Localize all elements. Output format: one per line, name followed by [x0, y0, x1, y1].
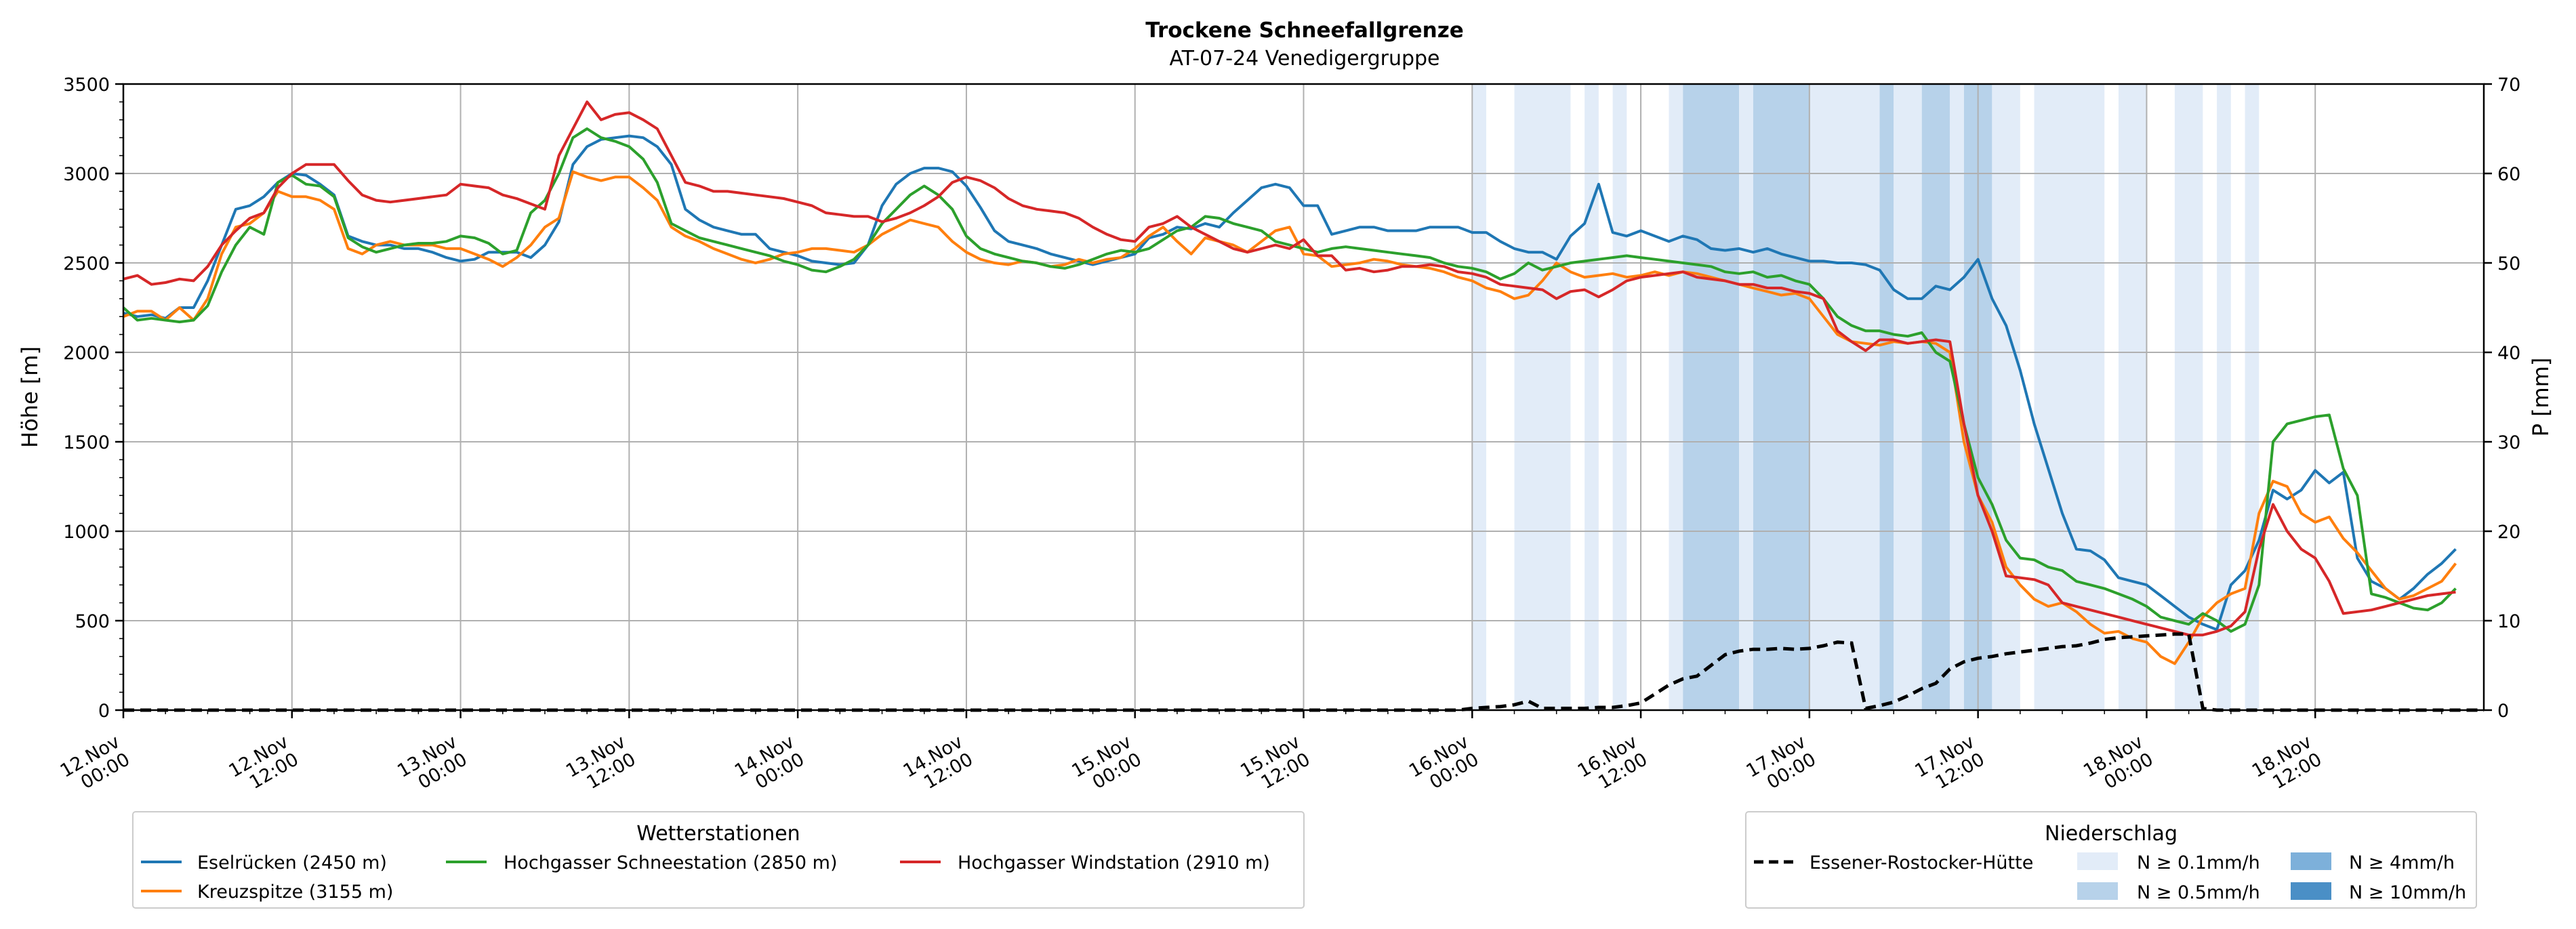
- precip-band: [2217, 84, 2231, 710]
- chart-title: Trockene Schneefallgrenze: [1145, 18, 1464, 43]
- precip-band: [1514, 84, 1571, 710]
- legend-label-hochgasser-windstation: Hochgasser Windstation (2910 m): [958, 852, 1270, 873]
- legend-label-level-2: N ≥ 4mm/h: [2349, 852, 2455, 873]
- y2-tick-label: 60: [2497, 164, 2520, 185]
- y2-tick-label: 40: [2497, 343, 2520, 364]
- precip-legend-title: Niederschlag: [2045, 822, 2178, 846]
- y-tick-label: 3000: [63, 164, 110, 185]
- x-tick-label: 15.Nov00:00: [1068, 731, 1145, 800]
- legend-label-kreuzspitze: Kreuzspitze (3155 m): [197, 882, 393, 903]
- y-tick-label: 3500: [63, 75, 110, 96]
- y2-tick-label: 70: [2497, 75, 2520, 96]
- right-axis: 0 10 20 30 40 50 60 70: [2484, 75, 2520, 722]
- y-tick-label: 1000: [63, 522, 110, 543]
- y2-tick-label: 50: [2497, 253, 2520, 274]
- legend-swatch-level-2: [2291, 852, 2331, 870]
- precip-band: [2245, 84, 2260, 710]
- legend-label-eselruecken: Eselrücken (2450 m): [197, 852, 387, 873]
- y-tick-label: 1500: [63, 432, 110, 453]
- precip-band: [1809, 84, 1880, 710]
- y-tick-label: 2000: [63, 343, 110, 364]
- precip-line: [123, 632, 2484, 712]
- y-tick-label: 0: [98, 701, 110, 722]
- precip-band: [1585, 84, 1599, 710]
- precip-band: [2034, 84, 2105, 710]
- y2-axis-label: P [mm]: [2528, 358, 2554, 437]
- y2-tick-label: 10: [2497, 611, 2520, 632]
- y-axis-label: Höhe [m]: [17, 346, 43, 448]
- y2-tick-label: 20: [2497, 522, 2520, 543]
- precip-band: [1921, 84, 1950, 710]
- precip-legend: Niederschlag Essener-Rostocker-Hütte N ≥…: [1745, 811, 2477, 909]
- y2-tick-label: 30: [2497, 432, 2520, 453]
- precip-band: [1992, 84, 2020, 710]
- series-line: [122, 127, 2457, 633]
- y-tick-label: 2500: [63, 253, 110, 274]
- legend-swatch-level-1: [2077, 882, 2118, 900]
- legend-swatch-level-3: [2291, 882, 2331, 900]
- precip-band: [1472, 84, 1487, 710]
- precip-line-group: [123, 632, 2484, 712]
- chart-subtitle: AT-07-24 Venedigergruppe: [1169, 47, 1439, 70]
- series-lines: [122, 100, 2457, 665]
- precip-band: [1739, 84, 1753, 710]
- precip-band: [1669, 84, 1683, 710]
- legend-label-level-1: N ≥ 0.5mm/h: [2137, 882, 2260, 903]
- legend-label-level-3: N ≥ 10mm/h: [2349, 882, 2466, 903]
- precip-band: [1894, 84, 1922, 710]
- stations-legend-title: Wetterstationen: [636, 822, 800, 846]
- series-line: [123, 100, 2456, 637]
- precip-band: [1683, 84, 1740, 710]
- legend-label-precip-line: Essener-Rostocker-Hütte: [1810, 852, 2033, 873]
- series-line: [123, 170, 2457, 665]
- precip-band: [2174, 84, 2203, 710]
- stations-legend-box: [132, 811, 1305, 909]
- precip-band: [1753, 84, 1810, 710]
- precip-band: [1612, 84, 1627, 710]
- legend-label-level-0: N ≥ 0.1mm/h: [2137, 852, 2260, 873]
- precip-bands: [1472, 84, 2260, 710]
- y-tick-label: 500: [75, 611, 110, 632]
- precip-band: [1879, 84, 1894, 710]
- stations-legend: Wetterstationen Eselrücken (2450 m) Kreu…: [132, 811, 1305, 909]
- y2-tick-label: 0: [2497, 701, 2509, 722]
- legend-swatch-level-0: [2077, 852, 2118, 870]
- x-tick-label: 13.Nov00:00: [394, 731, 470, 800]
- legend-label-hochgasser-schneestation: Hochgasser Schneestation (2850 m): [504, 852, 838, 873]
- precip-band: [2118, 84, 2147, 710]
- left-axis: 0 500 1000 1500 2000 2500 3000 3500: [63, 75, 123, 722]
